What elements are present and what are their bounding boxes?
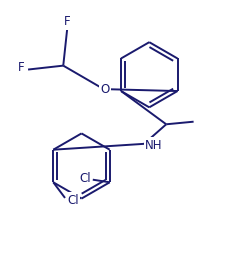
Text: Cl: Cl: [79, 172, 91, 185]
Text: F: F: [64, 15, 71, 28]
Text: Cl: Cl: [67, 193, 79, 206]
Text: F: F: [17, 61, 24, 74]
Text: O: O: [100, 83, 110, 96]
Text: NH: NH: [145, 139, 163, 152]
